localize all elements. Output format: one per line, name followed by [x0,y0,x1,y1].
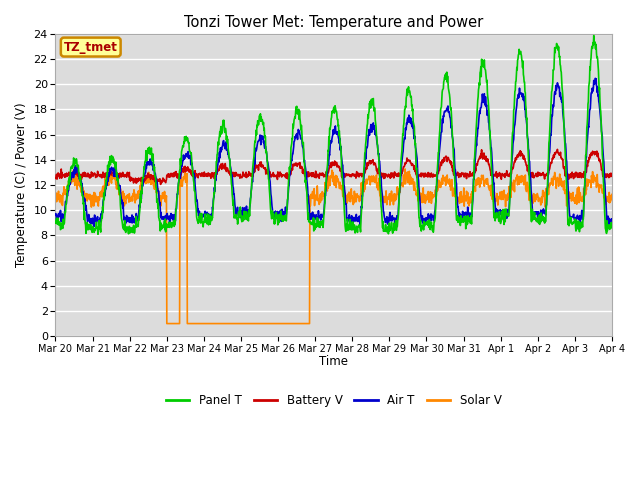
Panel T [590,33,598,38]
Solar V [493,198,501,204]
Solar V [543,192,550,198]
Air T [591,75,599,81]
Solar V [238,321,246,326]
Panel T [94,231,102,237]
Solar V [401,166,409,172]
Line: Panel T: Panel T [56,36,612,234]
Air T [238,213,246,218]
Air T [52,212,60,218]
Panel T [420,223,428,229]
Panel T [176,168,184,173]
Air T [420,216,428,221]
Battery V [162,178,170,183]
Battery V [176,171,184,177]
Solar V [163,321,171,326]
Air T [608,217,616,223]
Solar V [52,195,60,201]
X-axis label: Time: Time [319,355,348,368]
Y-axis label: Temperature (C) / Power (V): Temperature (C) / Power (V) [15,103,28,267]
Air T [162,216,170,222]
Title: Tonzi Tower Met: Temperature and Power: Tonzi Tower Met: Temperature and Power [184,15,483,30]
Battery V [608,173,616,179]
Text: TZ_tmet: TZ_tmet [64,41,118,54]
Legend: Panel T, Battery V, Air T, Solar V: Panel T, Battery V, Air T, Solar V [161,389,506,411]
Air T [176,175,184,180]
Battery V [493,175,501,180]
Panel T [162,223,170,229]
Battery V [238,175,246,180]
Battery V [542,172,550,178]
Air T [542,203,550,208]
Panel T [493,215,501,220]
Panel T [52,218,60,224]
Air T [493,210,501,216]
Battery V [52,176,60,181]
Solar V [421,192,429,198]
Solar V [608,192,616,197]
Solar V [162,196,170,202]
Panel T [608,223,616,228]
Line: Air T: Air T [56,78,612,227]
Line: Battery V: Battery V [56,149,612,184]
Panel T [542,207,550,213]
Battery V [157,181,164,187]
Air T [90,224,97,229]
Solar V [176,321,184,326]
Battery V [420,174,428,180]
Battery V [554,146,561,152]
Panel T [238,219,246,225]
Line: Solar V: Solar V [56,169,612,324]
